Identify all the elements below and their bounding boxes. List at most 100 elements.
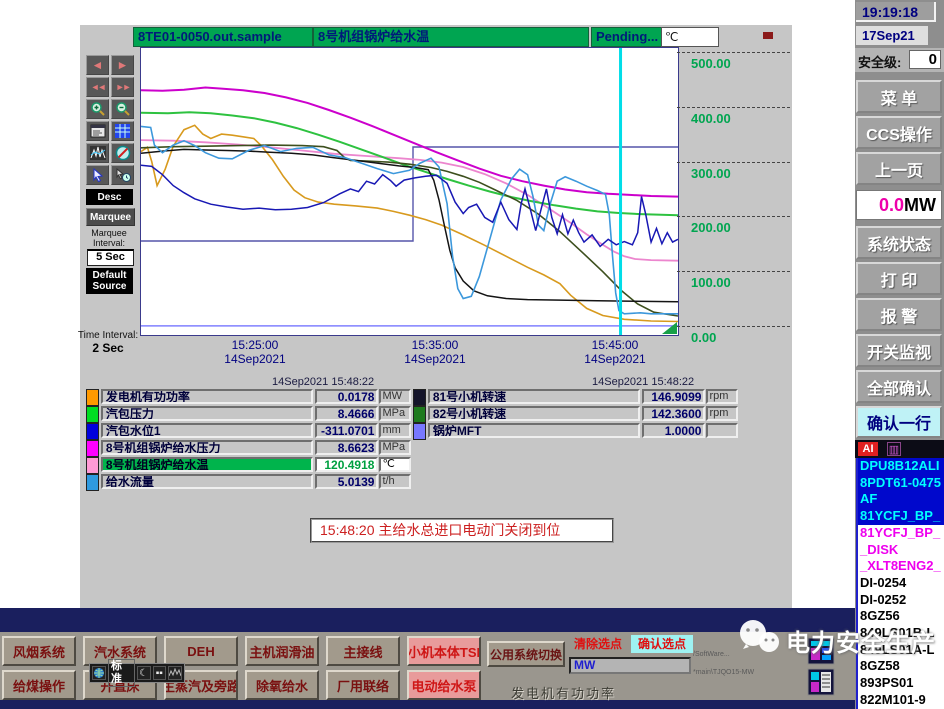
nav-button-主接线[interactable]: 主接线 — [326, 636, 400, 666]
alarm-filter-icon[interactable]: ▥ — [887, 442, 901, 456]
confirm-line-button[interactable]: 确认一行 — [856, 406, 942, 438]
sidebar-button-菜单[interactable]: 菜 单 — [856, 80, 942, 113]
nav-button-DEH[interactable]: DEH — [164, 636, 238, 666]
disable-icon[interactable] — [111, 143, 134, 163]
point-tag-field[interactable]: 8TE01-0050.out.sample — [133, 27, 313, 47]
status-badge: Pending... — [591, 27, 663, 47]
moon-icon[interactable]: ☾ — [137, 666, 151, 680]
alarm-list-item[interactable]: _XLT8ENG2_ — [860, 558, 941, 574]
legend-name[interactable]: 发电机有功功率 — [100, 389, 314, 404]
nav-button-电动给水泵[interactable]: 电动给水泵 — [407, 670, 481, 700]
app-icon[interactable] — [92, 666, 106, 680]
legend-name[interactable]: 82号小机转速 — [427, 406, 641, 421]
alarm-list-item[interactable]: 8PDT61-0475 — [858, 474, 944, 492]
alarm-list-item[interactable]: _DISK — [860, 541, 899, 557]
marquee-interval-label: Marquee Interval: — [91, 228, 127, 248]
sidebar-button-全部确认[interactable]: 全部确认 — [856, 370, 942, 403]
alarm-list-item[interactable]: 8GZ58 — [860, 658, 900, 674]
legend-name[interactable]: 8号机组锅炉给水压力 — [100, 440, 314, 455]
legend-row[interactable]: 汽包压力 8.4666 MPa — [86, 406, 411, 423]
step-forward-icon[interactable]: ► — [111, 55, 134, 75]
alarm-list-item[interactable]: DI-0254 — [860, 574, 907, 590]
alarm-list-item[interactable]: 81YCFJ_BP_ — [860, 524, 941, 540]
nav-button-风烟系统[interactable]: 风烟系统 — [2, 636, 76, 666]
zoom-out-icon[interactable] — [111, 99, 134, 119]
nav-button-汽水系统[interactable]: 汽水系统 — [83, 636, 157, 666]
nav-button-除氧给水[interactable]: 除氧给水 — [245, 670, 319, 700]
legend-row[interactable]: 锅炉MFT 1.0000 — [413, 423, 738, 440]
legend-row[interactable]: 汽包水位1 -311.0701 mm — [86, 423, 411, 440]
legend-unit: rpm — [706, 406, 738, 421]
legend-row[interactable]: 给水流量 5.0139 t/h — [86, 474, 411, 491]
nav-button-厂用联络[interactable]: 厂用联络 — [326, 670, 400, 700]
sidebar-button-上一页[interactable]: 上一页 — [856, 152, 942, 185]
nav-button-小机本体TSI[interactable]: 小机本体TSI — [407, 636, 481, 666]
legend-name[interactable]: 8号机组锅炉给水温 — [100, 457, 314, 472]
confirm-selection-button[interactable]: 确认选点 — [631, 635, 693, 653]
dots-icon[interactable]: ▪▪ — [152, 666, 167, 680]
trend-plot-area[interactable] — [140, 47, 679, 336]
alarm-message: 15:48:20 主给水总进口电动门关闭到位 — [310, 518, 614, 543]
alarm-list-item[interactable]: DI-0252 — [860, 591, 907, 607]
public-system-switch-button[interactable]: 公用系统切换 — [487, 641, 565, 667]
legend-swatch — [413, 389, 426, 406]
legend-name[interactable]: 锅炉MFT — [427, 423, 641, 438]
point-select-input[interactable]: MW — [569, 657, 691, 674]
legend-name[interactable]: 81号小机转速 — [427, 389, 641, 404]
alarm-list-item[interactable]: DPU8B12ALI — [858, 458, 944, 475]
x-tick-time: 15:25:00 — [231, 338, 279, 352]
point-description-field[interactable]: 8号机组锅炉给水温 — [313, 27, 589, 47]
clear-selection-button[interactable]: 清除选点 — [573, 637, 622, 651]
default-source-button[interactable]: Default Source — [86, 268, 133, 294]
standard-mode-label[interactable]: 标准 — [108, 659, 136, 687]
y-tick-label: 100.00 — [691, 275, 731, 291]
legend-name[interactable]: 汽包压力 — [100, 406, 314, 421]
legend-swatch — [86, 440, 99, 457]
alarm-list-item[interactable]: 81YCFJ_BP_ — [858, 508, 944, 525]
right-sidebar: 19:19:18 17Sep21 安全级: 0 菜 单 CCS操作 上一页 0.0 M… — [855, 0, 944, 709]
cursor-time-icon[interactable] — [111, 165, 134, 185]
trend-icon[interactable] — [86, 143, 109, 163]
floating-toolbar[interactable]: 标准 ☾ ▪▪ — [89, 659, 185, 687]
alarm-list-item[interactable]: AF — [858, 491, 944, 509]
sidebar-button-打印[interactable]: 打 印 — [856, 262, 942, 295]
wave-icon[interactable] — [168, 666, 183, 680]
security-level-value[interactable]: 0 — [909, 50, 941, 69]
marquee-button[interactable]: Marquee — [86, 208, 135, 226]
step-back-icon[interactable]: ◄ — [86, 55, 109, 75]
window-switch-icon-2[interactable] — [806, 667, 836, 697]
nav-button-给煤操作[interactable]: 给煤操作 — [2, 670, 76, 700]
wechat-icon — [736, 618, 782, 663]
watermark: 电力安全生产 — [736, 612, 944, 668]
alarm-list-item[interactable]: 849LS01A-L — [860, 641, 935, 657]
path-text-2: *main\TJQO15-MW — [693, 669, 755, 676]
alarm-list-item[interactable]: 893PS01 — [860, 675, 914, 691]
window-switch-icon-1[interactable] — [806, 637, 836, 665]
sidebar-button-系统状态[interactable]: 系统状态 — [856, 226, 942, 259]
alarm-list-item[interactable]: 849LS01B-L — [860, 625, 935, 641]
window-icon[interactable] — [86, 121, 109, 141]
legend-row[interactable]: 81号小机转速 146.9099 rpm — [413, 389, 738, 406]
zoom-in-icon[interactable] — [86, 99, 109, 119]
alarm-list-item[interactable]: 822M101-9 — [860, 691, 926, 707]
legend-name[interactable]: 给水流量 — [100, 474, 314, 489]
fast-back-icon[interactable]: ◄◄ — [86, 77, 109, 97]
sidebar-button-开关监视[interactable]: 开关监视 — [856, 334, 942, 367]
sidebar-button-报警[interactable]: 报 警 — [856, 298, 942, 331]
legend-row[interactable]: 8号机组锅炉给水压力 8.6623 MPa — [86, 440, 411, 457]
table-icon[interactable] — [111, 121, 134, 141]
sidebar-button-CCS操作[interactable]: CCS操作 — [856, 116, 942, 149]
nav-button-主机润滑油[interactable]: 主机润滑油 — [245, 636, 319, 666]
legend-row[interactable]: 发电机有功功率 0.0178 MW — [86, 389, 411, 406]
time-interval-value[interactable]: 2 Sec — [92, 341, 124, 355]
legend-row[interactable]: 8号机组锅炉给水温 120.4918 ℃ — [86, 457, 411, 474]
desc-button[interactable]: Desc — [86, 189, 133, 205]
cursor-timestamp-left: 14Sep2021 15:48:22 — [272, 376, 375, 388]
fast-forward-icon[interactable]: ►► — [111, 77, 134, 97]
cursor-icon[interactable] — [86, 165, 109, 185]
legend-name[interactable]: 汽包水位1 — [100, 423, 314, 438]
legend-row[interactable]: 82号小机转速 142.3600 rpm — [413, 406, 738, 423]
alarm-list-item[interactable]: 8GZ56 — [860, 608, 900, 624]
marquee-interval-value[interactable]: 5 Sec — [87, 249, 134, 266]
unit-field[interactable]: ℃ — [661, 27, 719, 47]
